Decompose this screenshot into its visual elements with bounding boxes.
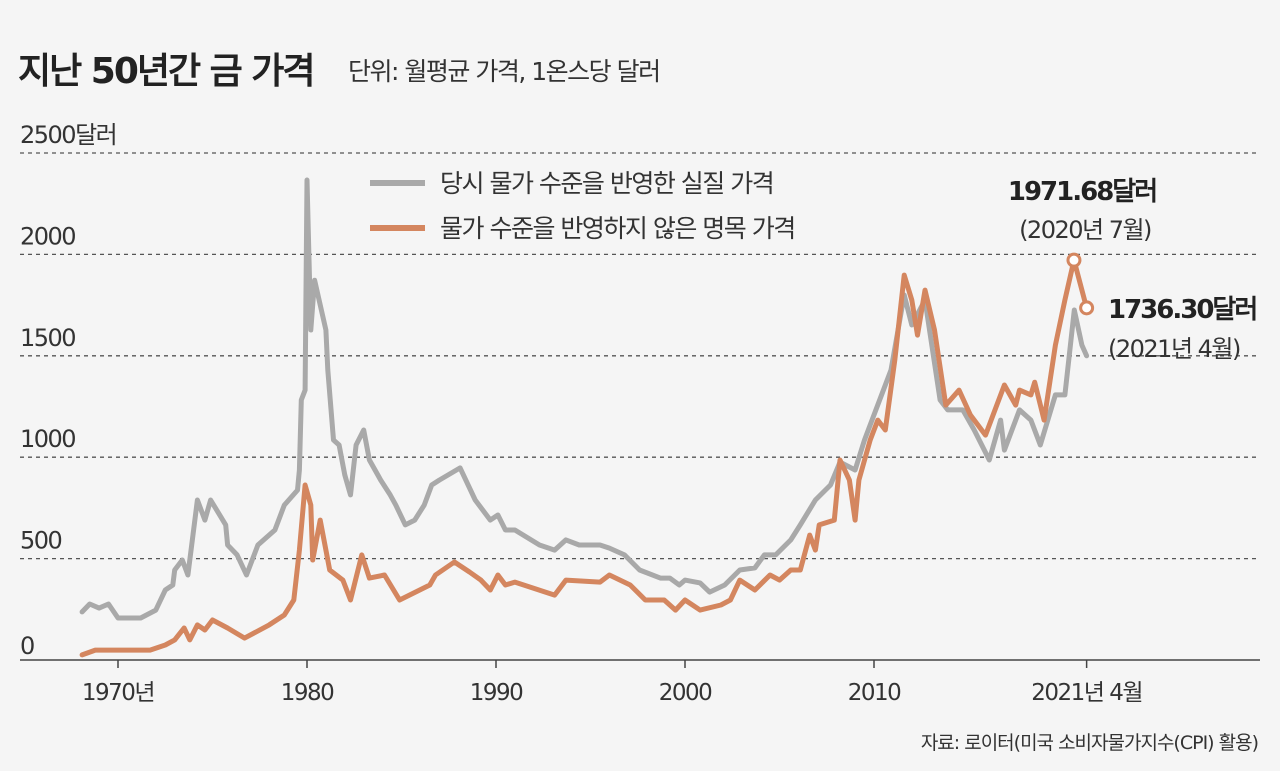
chart-subtitle: 단위: 월평균 가격, 1온스당 달러 (348, 57, 661, 86)
annotation-marker (1079, 300, 1095, 316)
source-note: 자료: 로이터(미국 소비자물가지수(CPI) 활용) (920, 732, 1259, 754)
x-tick-label: 2010 (848, 680, 901, 706)
annotation-value: 1971.68달러 (1008, 177, 1156, 207)
x-tick-label: 1990 (470, 680, 523, 706)
chart-title: 지난 50년간 금 가격 (18, 51, 316, 92)
y-tick-label: 0 (20, 632, 34, 660)
annotation-value: 1736.30달러 (1108, 295, 1256, 325)
y-tick-label: 500 (20, 527, 62, 555)
y-tick-label: 1500 (20, 324, 75, 352)
y-tick-label: 2000 (20, 222, 75, 250)
annotation-date: (2020년 7월) (1019, 216, 1151, 244)
x-tick-label: 2021년 4월 (1031, 680, 1142, 706)
annotation-date: (2021년 4월) (1108, 335, 1240, 363)
x-tick-label: 1980 (281, 680, 334, 706)
y-tick-label: 1000 (20, 425, 75, 453)
y-tick-label: 2500달러 (20, 121, 116, 149)
series-line-real (79, 177, 1090, 621)
legend-label: 물가 수준을 반영하지 않은 명목 가격 (440, 214, 795, 243)
series-line-nominal (79, 257, 1090, 658)
x-tick-label: 1970년 (82, 680, 154, 706)
legend-label: 당시 물가 수준을 반영한 실질 가격 (440, 169, 773, 198)
annotation-marker (1066, 252, 1082, 268)
x-tick-label: 2000 (659, 680, 712, 706)
